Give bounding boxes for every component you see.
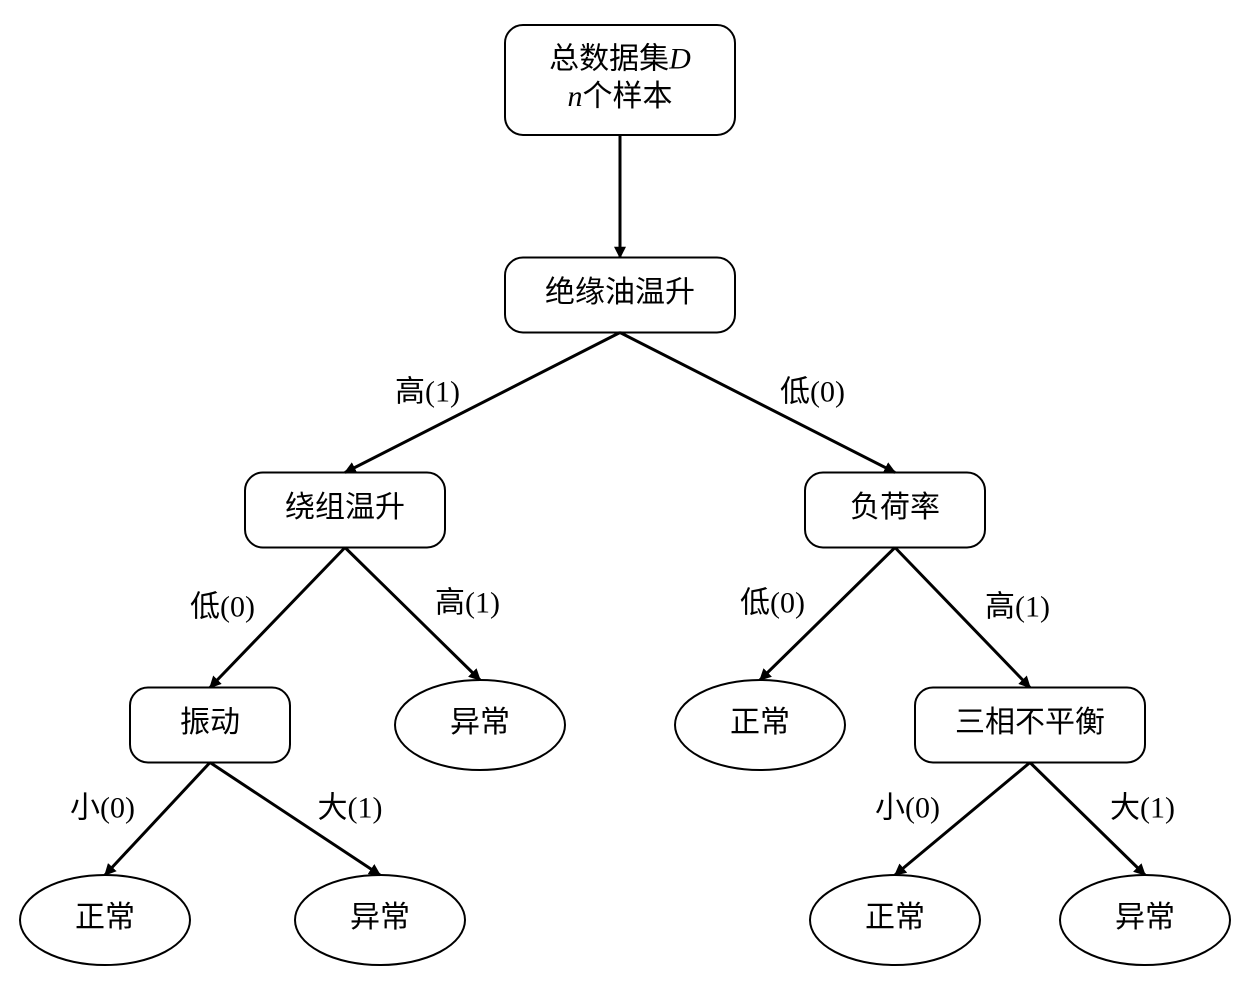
node-vibration: 振动	[130, 688, 290, 763]
edge-label-vibration-abn2: 大(1)	[318, 792, 383, 825]
node-oil-label-0: 绝缘油温升	[545, 276, 695, 309]
node-abn1-label-0: 异常	[450, 706, 510, 739]
edge-oil-winding	[345, 333, 620, 473]
node-norm3: 正常	[810, 875, 980, 965]
decision-tree-diagram: 高(1) 低(0) 低(0) 高(1) 低(0) 高(1) 小(0) 大(1) 小(0) 大(1)…	[0, 0, 1239, 981]
node-abn3: 异常	[1060, 875, 1230, 965]
edge-label-winding-vibration: 低(0)	[190, 590, 255, 623]
node-abn1: 异常	[395, 680, 565, 770]
node-winding: 绕组温升	[245, 473, 445, 548]
node-norm3-label-0: 正常	[865, 901, 925, 934]
node-abn3-label-0: 异常	[1115, 901, 1175, 934]
edge-label-vibration-norm2: 小(0)	[70, 792, 135, 825]
node-abn2: 异常	[295, 875, 465, 965]
node-norm1: 正常	[675, 680, 845, 770]
node-winding-label-0: 绕组温升	[285, 491, 405, 524]
node-root-label-0: 总数据集D	[549, 42, 691, 75]
edge-label-winding-abn1: 高(1)	[435, 587, 500, 620]
node-load-label-0: 负荷率	[850, 491, 940, 524]
node-root-label-1: n个样本	[568, 80, 673, 113]
node-norm2: 正常	[20, 875, 190, 965]
node-imbalance-label-0: 三相不平衡	[955, 706, 1105, 739]
edge-oil-load	[620, 333, 895, 473]
node-oil: 绝缘油温升	[505, 258, 735, 333]
node-root: 总数据集D n个样本	[505, 25, 735, 135]
node-imbalance: 三相不平衡	[915, 688, 1145, 763]
edge-label-oil-winding: 高(1)	[395, 375, 460, 408]
edge-label-oil-load: 低(0)	[780, 375, 845, 408]
node-norm1-label-0: 正常	[730, 706, 790, 739]
edge-label-load-imbalance: 高(1)	[985, 590, 1050, 623]
edge-label-imbalance-norm3: 小(0)	[875, 792, 940, 825]
edge-label-imbalance-abn3: 大(1)	[1110, 792, 1175, 825]
node-norm2-label-0: 正常	[75, 901, 135, 934]
node-load: 负荷率	[805, 473, 985, 548]
edge-label-load-norm1: 低(0)	[740, 587, 805, 620]
node-vibration-label-0: 振动	[180, 706, 240, 739]
node-abn2-label-0: 异常	[350, 901, 410, 934]
